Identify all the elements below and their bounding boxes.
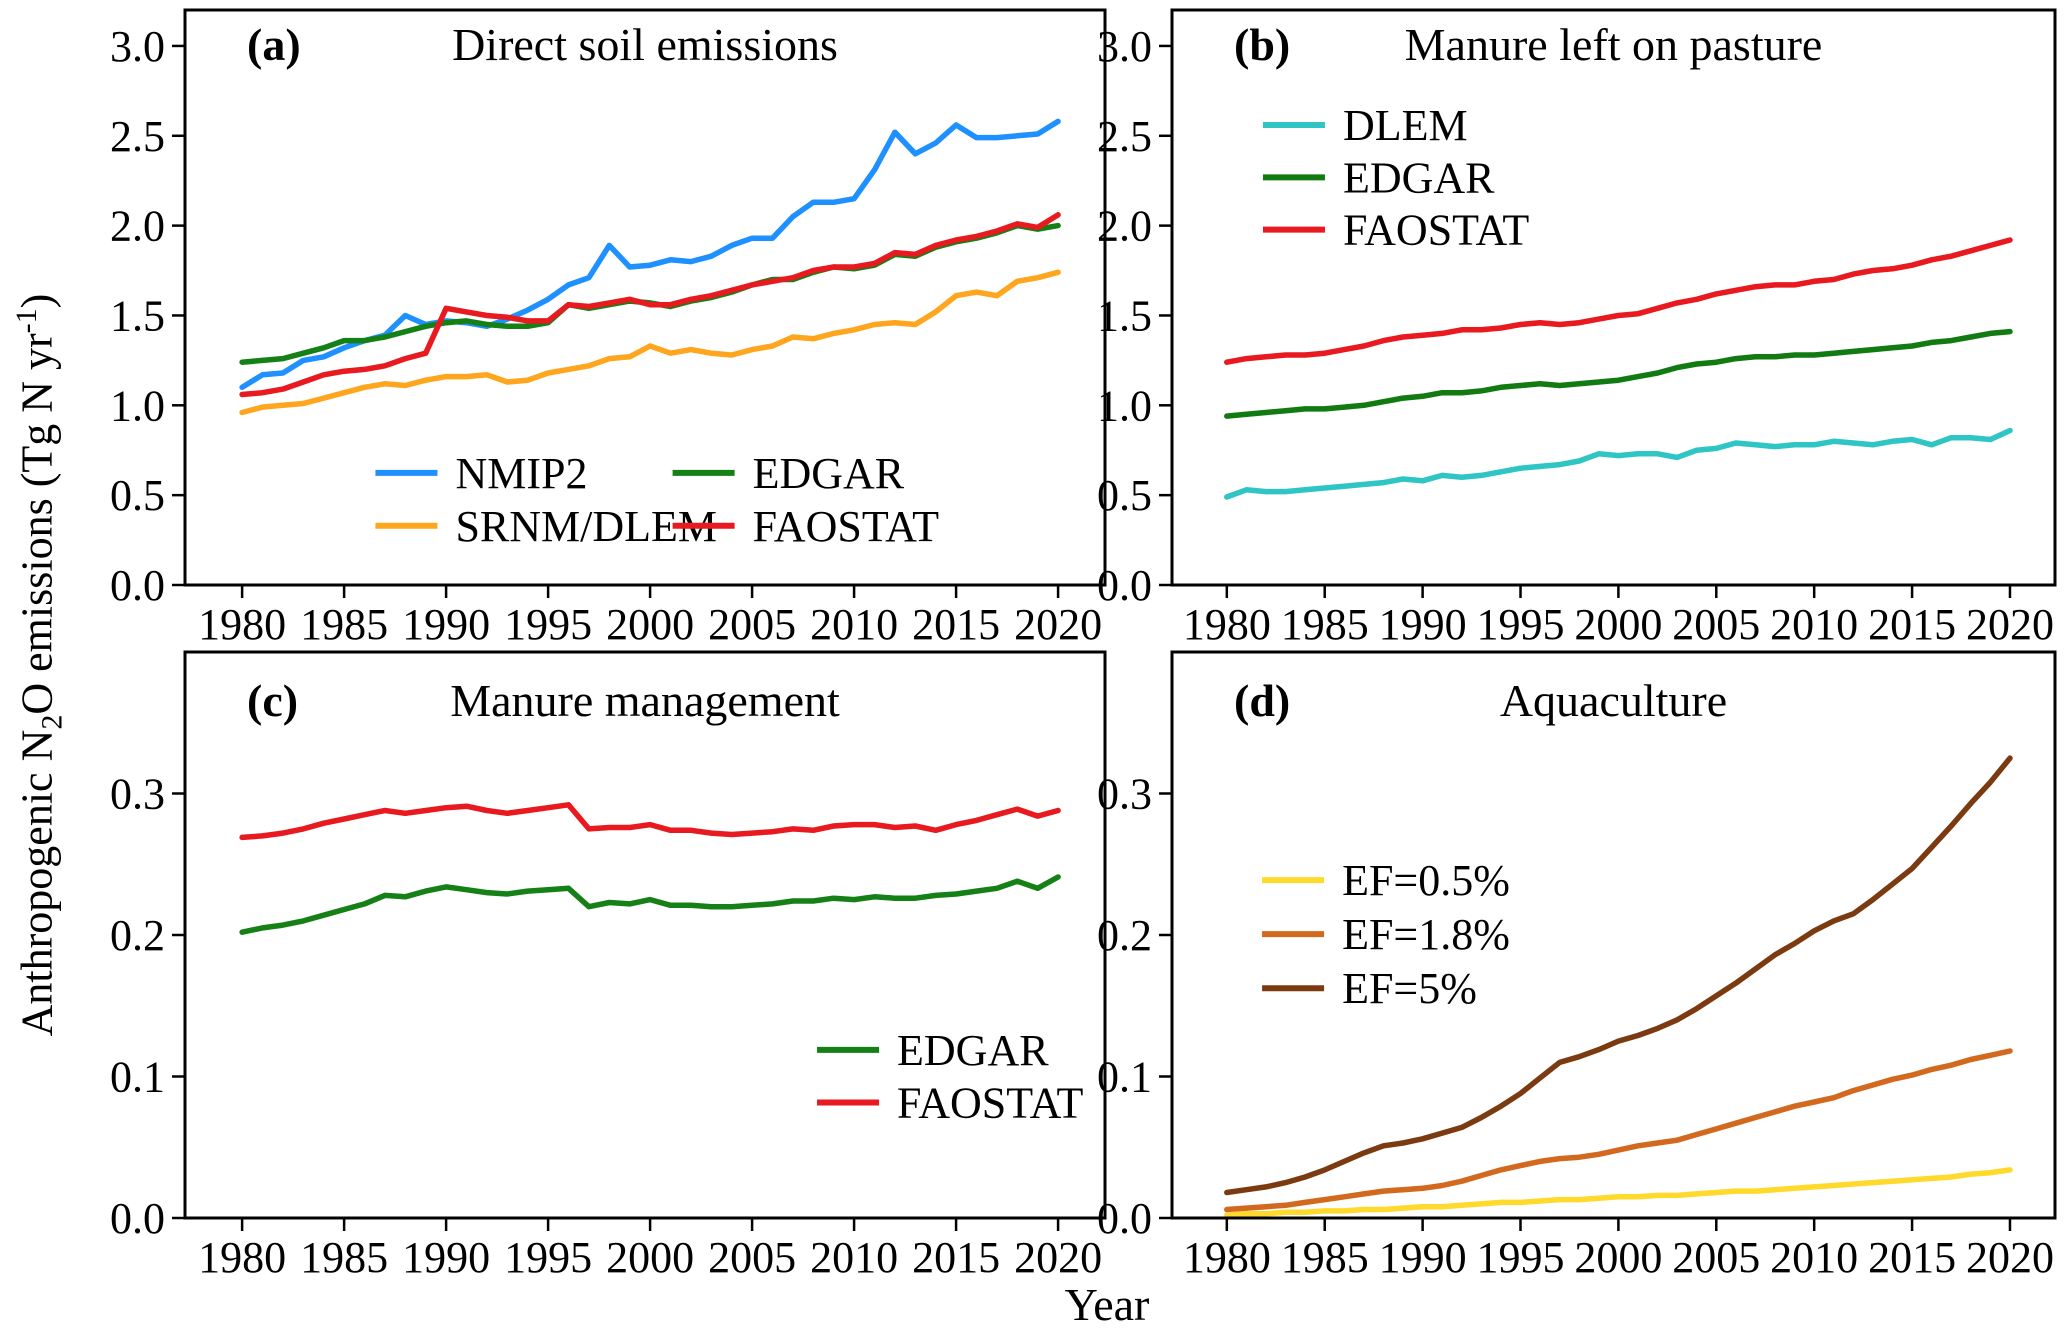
series-line-EF=0.5% xyxy=(1224,1167,2013,1218)
x-tick-label: 2010 xyxy=(1770,1233,1858,1282)
y-tick-label: 2.5 xyxy=(110,112,165,161)
series-line-SRNM/DLEM xyxy=(239,269,1061,416)
panel-b-letter: (b) xyxy=(1234,19,1290,70)
y-tick-label: 0.2 xyxy=(1097,911,1152,960)
y-tick-label: 2.0 xyxy=(1097,202,1152,251)
panel-b-title: Manure left on pasture xyxy=(1405,19,1823,70)
panel-c-manure-management: 1980 1985 1990 1995 2000 2005 2010 2015 2020 0.0 0… xyxy=(110,650,1107,1282)
legend-label-NMIP2: NMIP2 xyxy=(455,449,587,498)
x-tick-label: 2010 xyxy=(810,1233,898,1282)
panel-a-title: Direct soil emissions xyxy=(452,19,838,70)
y-tick-label: 0.5 xyxy=(110,471,165,520)
x-tick-label: 2020 xyxy=(1014,600,1102,649)
series-line-EDGAR xyxy=(1224,328,2013,419)
x-tick-label: 2010 xyxy=(810,600,898,649)
y-tick-label: 0.0 xyxy=(110,1194,165,1243)
axis-spines xyxy=(183,650,1107,1220)
series-line-FAOSTAT xyxy=(239,802,1061,841)
x-tick-label: 2005 xyxy=(1672,600,1760,649)
y-tick-label: 2.0 xyxy=(110,202,165,251)
y-tick-label: 3.0 xyxy=(110,22,165,71)
x-tick-label: 2000 xyxy=(1574,1233,1662,1282)
x-tick-label: 1985 xyxy=(1281,1233,1369,1282)
panel-c-letter: (c) xyxy=(247,675,298,726)
x-tick-label: 2015 xyxy=(912,600,1000,649)
y-tick-label: 0.1 xyxy=(1097,1053,1152,1102)
legend-label-EDGAR: EDGAR xyxy=(753,449,905,498)
axis-spines xyxy=(1170,8,2057,587)
x-tick-label: 2005 xyxy=(708,1233,796,1282)
y-tick-label: 1.0 xyxy=(1097,381,1152,430)
x-tick-label: 2000 xyxy=(606,600,694,649)
legend-label-EDGAR: EDGAR xyxy=(1343,153,1495,202)
x-tick-label: 1990 xyxy=(402,1233,490,1282)
series-line-EF=5% xyxy=(1224,755,2013,1196)
y-tick-label: 0.0 xyxy=(1097,1194,1152,1243)
legend-label-EF=0.5%: EF=0.5% xyxy=(1342,856,1510,905)
x-tick-label: 1985 xyxy=(300,600,388,649)
y-tick-label: 0.0 xyxy=(110,561,165,610)
y-tick-label: 0.2 xyxy=(110,911,165,960)
x-tick-label: 2020 xyxy=(1966,1233,2054,1282)
x-tick-label: 1995 xyxy=(504,600,592,649)
x-tick-label: 2005 xyxy=(1672,1233,1760,1282)
y-tick-label: 1.5 xyxy=(110,291,165,340)
legend-label-FAOSTAT: FAOSTAT xyxy=(1343,206,1529,255)
x-tick-label: 2015 xyxy=(1868,600,1956,649)
x-tick-label: 2005 xyxy=(708,600,796,649)
panel-d-letter: (d) xyxy=(1234,675,1290,726)
series-line-EDGAR xyxy=(239,874,1061,935)
y-tick-label: 0.5 xyxy=(1097,471,1152,520)
y-tick-label: 0.1 xyxy=(110,1053,165,1102)
series-line-EF=1.8% xyxy=(1224,1048,2013,1213)
axis-spines xyxy=(183,8,1107,587)
x-tick-label: 2010 xyxy=(1770,600,1858,649)
x-tick-label: 2000 xyxy=(606,1233,694,1282)
x-tick-label: 1995 xyxy=(1477,1233,1565,1282)
x-tick-label: 2000 xyxy=(1574,600,1662,649)
legend-label-EF=1.8%: EF=1.8% xyxy=(1342,910,1510,959)
x-tick-label: 2015 xyxy=(1868,1233,1956,1282)
x-axis-label: Year xyxy=(1064,1279,1150,1330)
x-tick-label: 1995 xyxy=(1477,600,1565,649)
x-tick-label: 1980 xyxy=(1183,1233,1271,1282)
panel-a-letter: (a) xyxy=(247,19,301,70)
panel-c-title: Manure management xyxy=(450,675,840,726)
legend-label-EF=5%: EF=5% xyxy=(1342,964,1477,1013)
y-tick-label: 0.3 xyxy=(110,770,165,819)
legend-label-FAOSTAT: FAOSTAT xyxy=(753,502,939,551)
y-tick-label: 2.5 xyxy=(1097,112,1152,161)
panel-a-direct-soil-emissions: 1980 1985 1990 1995 2000 2005 2010 2015 2020 0.0 0… xyxy=(110,8,1107,649)
x-tick-label: 1985 xyxy=(300,1233,388,1282)
x-tick-label: 1985 xyxy=(1281,600,1369,649)
x-tick-label: 1990 xyxy=(1379,600,1467,649)
y-tick-label: 1.5 xyxy=(1097,291,1152,340)
y-tick-label: 0.3 xyxy=(1097,770,1152,819)
y-tick-label: 3.0 xyxy=(1097,22,1152,71)
x-tick-label: 2020 xyxy=(1014,1233,1102,1282)
legend-label-FAOSTAT: FAOSTAT xyxy=(897,1079,1083,1128)
panel-b-manure-left-on-pasture: 1980 1985 1990 1995 2000 2005 2010 2015 2020 0.0 0… xyxy=(1097,8,2057,649)
x-tick-label: 1980 xyxy=(198,1233,286,1282)
x-tick-label: 2020 xyxy=(1966,600,2054,649)
x-tick-label: 1990 xyxy=(402,600,490,649)
y-tick-label: 0.0 xyxy=(1097,561,1152,610)
x-tick-label: 1980 xyxy=(1183,600,1271,649)
y-tick-label: 1.0 xyxy=(110,381,165,430)
series-line-FAOSTAT xyxy=(239,212,1061,398)
legend-label-DLEM: DLEM xyxy=(1343,101,1468,150)
x-tick-label: 1990 xyxy=(1379,1233,1467,1282)
x-tick-label: 1995 xyxy=(504,1233,592,1282)
series-line-DLEM xyxy=(1224,427,2013,500)
x-tick-label: 1980 xyxy=(198,600,286,649)
x-tick-label: 2015 xyxy=(912,1233,1000,1282)
legend-label-EDGAR: EDGAR xyxy=(897,1026,1049,1075)
panel-d-aquaculture: 1980 1985 1990 1995 2000 2005 2010 2015 2020 0.0 0… xyxy=(1097,650,2057,1282)
series-line-FAOSTAT xyxy=(1224,237,2013,365)
panel-d-title: Aquaculture xyxy=(1500,675,1727,726)
